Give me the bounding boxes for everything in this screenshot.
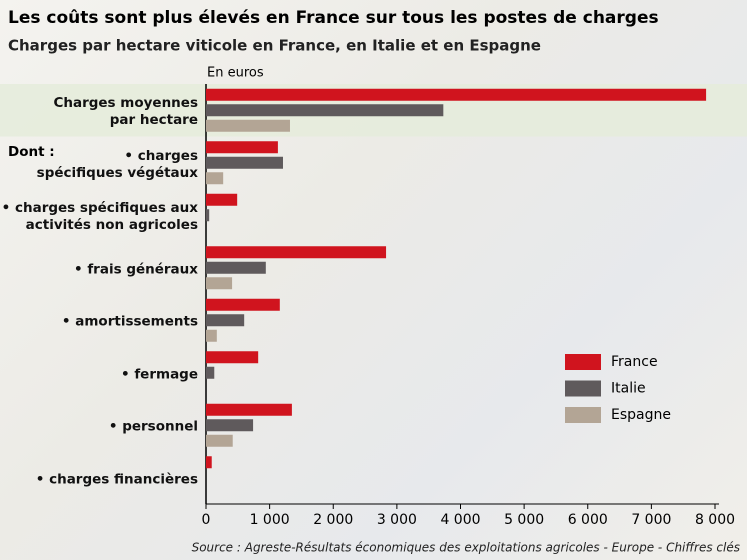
x-tick-label: 1 000 <box>250 512 290 528</box>
category-label: • frais généraux <box>73 261 198 278</box>
bar <box>206 403 292 416</box>
category-label: • amortissements <box>61 313 198 330</box>
legend-swatch <box>565 407 601 423</box>
category-label: • charges spécifiques végétaux <box>36 147 198 181</box>
category-label: • charges financières <box>35 471 198 488</box>
category-label: • charges spécifiques aux activités non … <box>1 200 198 234</box>
source: Source : Agreste-Résultats économiques d… <box>192 541 740 555</box>
unit-label: En euros <box>207 66 264 81</box>
category-label: Charges moyennes par hectare <box>53 95 198 129</box>
x-tick-label: 0 <box>202 512 211 528</box>
bar <box>206 209 210 222</box>
bar <box>206 193 238 206</box>
group-label: Dont : <box>8 144 55 160</box>
category-label: • fermage <box>120 366 198 383</box>
bar <box>206 434 233 447</box>
legend-swatch <box>565 354 601 370</box>
x-tick-label: 3 000 <box>377 512 417 528</box>
x-tick-label: 7 000 <box>631 512 671 528</box>
legend-label: Espagne <box>611 407 671 423</box>
chart-title: Les coûts sont plus élevés en France sur… <box>8 8 659 28</box>
bar <box>206 172 224 185</box>
bar <box>206 456 212 469</box>
legend-label: France <box>611 354 658 370</box>
x-tick-label: 4 000 <box>440 512 480 528</box>
x-tick-label: 2 000 <box>313 512 353 528</box>
bar <box>206 329 217 342</box>
category-label: • personnel <box>108 418 198 435</box>
x-tick-label: 8 000 <box>695 512 735 528</box>
legend-label: Italie <box>611 381 646 397</box>
bar <box>206 88 707 101</box>
bar <box>206 366 215 379</box>
bar <box>206 261 266 274</box>
bar <box>206 277 233 290</box>
bar <box>206 141 278 154</box>
legend-swatch <box>565 380 601 397</box>
bar <box>206 298 280 311</box>
bar <box>206 119 290 132</box>
bar <box>206 156 283 169</box>
x-tick-label: 6 000 <box>568 512 608 528</box>
bar <box>206 314 245 327</box>
bar <box>206 104 444 117</box>
bar <box>206 246 387 259</box>
bar <box>206 351 259 364</box>
bar <box>206 419 254 432</box>
chart-subtitle: Charges par hectare viticole en France, … <box>8 37 541 55</box>
x-tick-label: 5 000 <box>504 512 544 528</box>
